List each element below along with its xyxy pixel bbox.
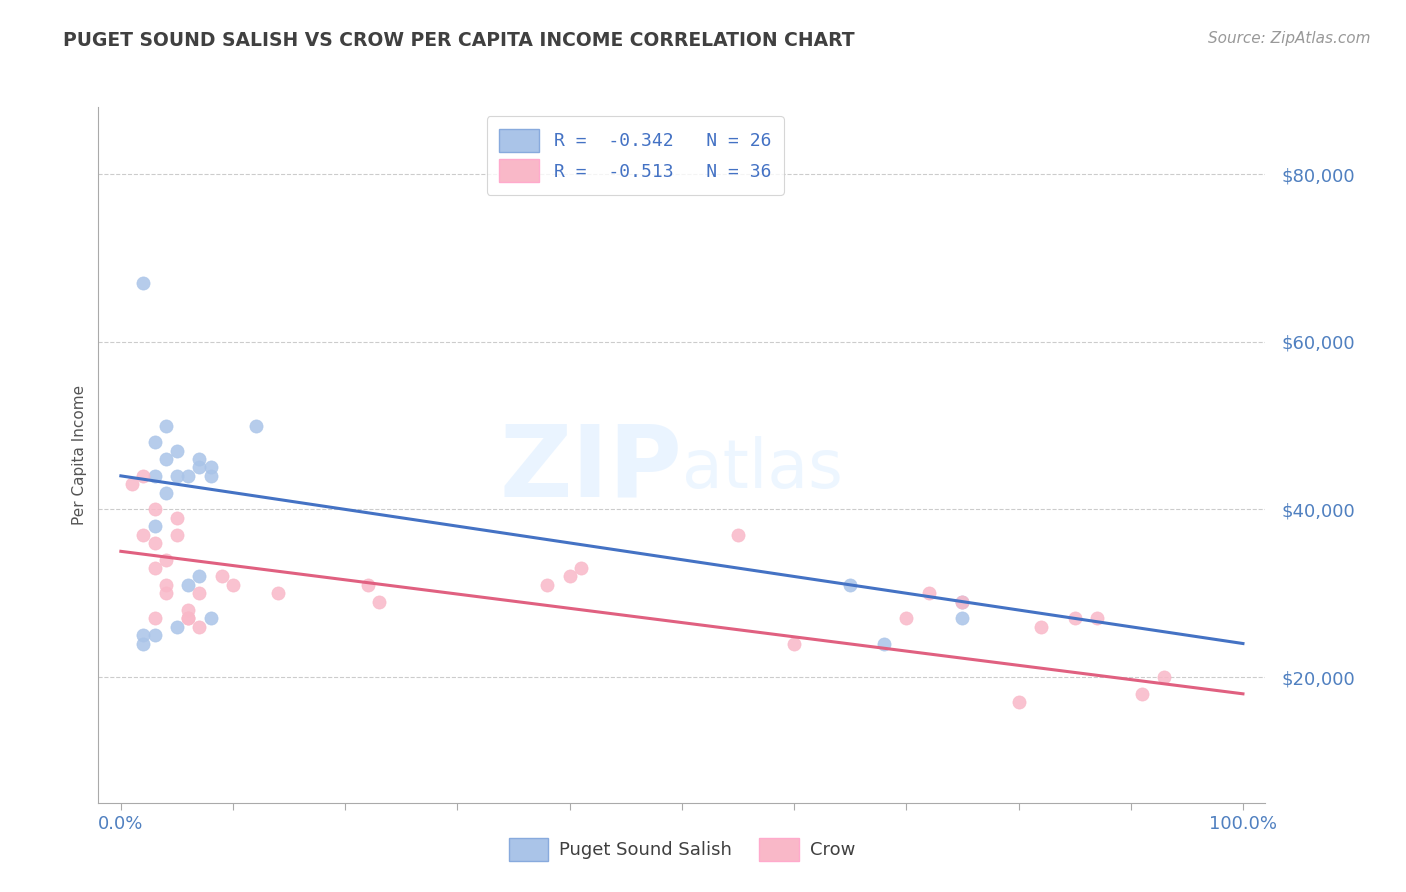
Point (132, 276, 155, 290)
Point (155, 485, 177, 500)
Point (177, 611, 200, 625)
Point (132, 468, 155, 483)
Point (357, 578, 380, 592)
Point (143, 502, 166, 516)
Point (166, 527, 188, 541)
Point (1085, 611, 1108, 625)
Point (952, 594, 974, 608)
Point (155, 452, 177, 467)
Text: ZIP: ZIP (499, 420, 682, 517)
Text: PUGET SOUND SALISH VS CROW PER CAPITA INCOME CORRELATION CHART: PUGET SOUND SALISH VS CROW PER CAPITA IN… (63, 31, 855, 50)
Point (155, 586, 177, 600)
Text: Source: ZipAtlas.com: Source: ZipAtlas.com (1208, 31, 1371, 46)
Point (558, 569, 581, 583)
Point (121, 477, 143, 491)
Point (188, 569, 211, 583)
Point (166, 443, 188, 458)
Point (132, 636, 155, 650)
Point (536, 578, 558, 592)
Point (1063, 611, 1085, 625)
Point (200, 611, 222, 625)
Point (155, 552, 177, 566)
Point (873, 636, 896, 650)
Point (177, 603, 200, 617)
Point (143, 628, 166, 642)
Point (166, 468, 188, 483)
Point (143, 435, 166, 450)
Point (1007, 695, 1029, 709)
Point (155, 418, 177, 433)
Point (1029, 620, 1052, 634)
Point (839, 578, 862, 592)
Point (1130, 687, 1153, 701)
Point (569, 561, 592, 575)
Point (132, 628, 155, 642)
Point (211, 569, 233, 583)
Point (188, 620, 211, 634)
Point (200, 460, 222, 475)
Point (143, 536, 166, 550)
Point (1153, 670, 1175, 684)
Point (368, 594, 391, 608)
Point (177, 578, 200, 592)
Point (952, 611, 974, 625)
Point (896, 611, 918, 625)
Legend: Puget Sound Salish, Crow: Puget Sound Salish, Crow (496, 825, 868, 874)
Point (188, 452, 211, 467)
Point (166, 620, 188, 634)
Point (952, 594, 974, 608)
Point (783, 636, 806, 650)
Point (727, 527, 749, 541)
Point (188, 586, 211, 600)
Point (918, 586, 941, 600)
Point (245, 418, 267, 433)
Y-axis label: Per Capita Income: Per Capita Income (72, 384, 87, 525)
Point (188, 460, 211, 475)
Point (166, 510, 188, 524)
Point (143, 519, 166, 533)
Point (132, 527, 155, 541)
Point (200, 468, 222, 483)
Text: atlas: atlas (682, 436, 842, 502)
Point (177, 468, 200, 483)
Point (143, 611, 166, 625)
Point (143, 468, 166, 483)
Point (177, 611, 200, 625)
Point (143, 561, 166, 575)
Point (222, 578, 245, 592)
Point (267, 586, 290, 600)
Point (155, 578, 177, 592)
